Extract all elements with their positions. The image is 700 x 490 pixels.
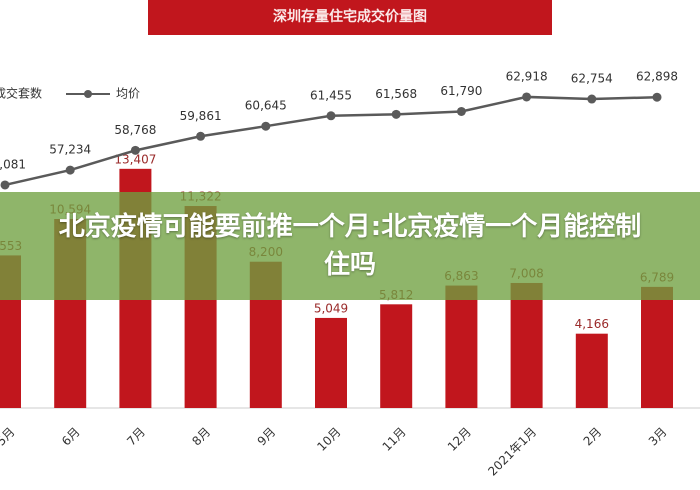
line-marker: [65, 165, 75, 175]
legend-marker: [84, 90, 92, 98]
bar: [510, 282, 543, 408]
bar-value-label: 4,166: [575, 317, 609, 331]
line-value-label: 61,455: [310, 88, 352, 102]
line-marker: [196, 131, 206, 141]
bar-value-label: 5,049: [314, 301, 348, 315]
x-tick-label: 7月: [124, 425, 148, 449]
legend-label: 成交套数: [0, 86, 42, 101]
x-tick-label: 2月: [581, 425, 605, 449]
line-marker: [326, 111, 336, 121]
x-tick-label: 11月: [380, 425, 409, 454]
legend-label: 均价: [116, 87, 140, 101]
line-value-label: 62,754: [571, 72, 613, 86]
bar: [380, 304, 413, 408]
line-value-label: 61,790: [440, 84, 482, 98]
line-value-label: 57,234: [49, 143, 91, 157]
line-value-label: 59,861: [180, 109, 222, 123]
line-value-label: 58,768: [114, 123, 156, 137]
x-tick-label: 3月: [646, 425, 670, 449]
x-tick-label: 2021年1月: [485, 425, 539, 479]
line-marker: [391, 109, 401, 119]
bar: [575, 333, 608, 408]
bar: [315, 317, 347, 408]
headline: 北京疫情可能要前推一个月:北京疫情一个月能控制住吗: [58, 212, 642, 280]
line-marker: [0, 180, 10, 190]
line-value-label: 61,568: [375, 87, 417, 101]
line-marker: [652, 92, 662, 102]
x-tick-label: 10月: [314, 425, 343, 454]
line-marker: [130, 145, 140, 155]
headline-band: 北京疫情可能要前推一个月:北京疫情一个月能控制住吗: [0, 192, 700, 300]
line-value-label: 60,645: [245, 99, 287, 113]
bar: [445, 285, 478, 408]
title-banner: [148, 0, 552, 35]
line-marker: [456, 106, 466, 116]
line-value-label: 56,081: [0, 157, 26, 171]
x-tick-label: 9月: [255, 425, 279, 449]
x-tick-label: 5月: [0, 425, 18, 449]
line-marker: [587, 94, 597, 104]
chart-title: 深圳存量住宅成交价量图: [273, 8, 427, 25]
bar-value-label: 13,407: [114, 152, 156, 166]
line: [4, 95, 658, 187]
line-value-label: 62,918: [506, 69, 548, 83]
line-marker: [522, 92, 532, 102]
bar: [641, 286, 673, 408]
x-tick-label: 12月: [445, 425, 474, 454]
line-value-label: 62,898: [636, 70, 678, 84]
x-tick-label: 8月: [189, 425, 213, 449]
line-marker: [261, 121, 271, 131]
x-tick-label: 6月: [59, 425, 83, 449]
